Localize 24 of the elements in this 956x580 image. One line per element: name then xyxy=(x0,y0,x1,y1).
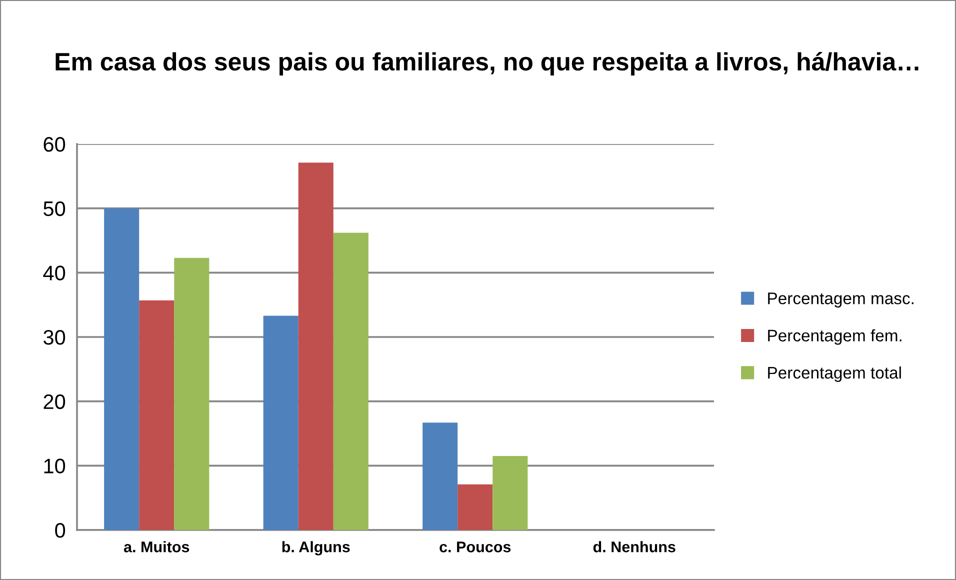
bar xyxy=(298,162,334,530)
x-tick-label: b. Alguns xyxy=(282,541,350,556)
legend-label: Percentagem total xyxy=(768,366,901,382)
bar xyxy=(333,232,368,530)
y-tick-label: 50 xyxy=(44,201,66,216)
x-tick-label: d. Nenhuns xyxy=(593,541,676,552)
y-tick-label: 10 xyxy=(44,458,66,474)
bar xyxy=(174,258,210,530)
bar xyxy=(104,208,140,530)
chart-title: Em casa dos seus pais ou familiares, no que respeita a livros, há/havia… xyxy=(56,52,918,76)
bar xyxy=(263,316,298,530)
y-tick-label: 60 xyxy=(44,137,66,152)
legend-label: Percentagem fem. xyxy=(768,329,902,345)
bar xyxy=(492,456,528,530)
x-tick-label: c. Poucos xyxy=(440,542,511,552)
legend-label: Percentagem masc. xyxy=(768,292,914,308)
y-tick-label: 30 xyxy=(44,330,66,345)
y-tick-label: 0 xyxy=(55,523,66,538)
bar xyxy=(458,484,493,530)
x-tick-label: a. Muitos xyxy=(124,541,190,552)
bar xyxy=(422,422,458,530)
y-tick-label: 40 xyxy=(43,266,66,280)
bar xyxy=(139,300,174,530)
y-tick-label: 20 xyxy=(44,394,66,410)
